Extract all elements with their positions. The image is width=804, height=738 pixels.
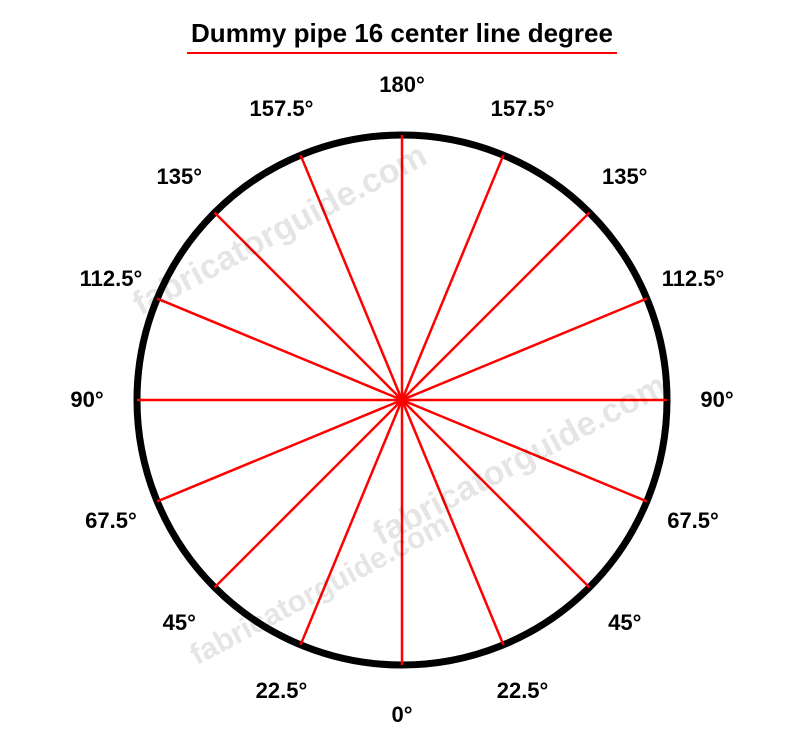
degree-label: 112.5°	[80, 266, 143, 292]
degree-label: 112.5°	[662, 266, 725, 292]
pipe-degree-diagram	[0, 0, 804, 738]
degree-label: 157.5°	[250, 96, 314, 122]
degree-label: 45°	[163, 610, 196, 636]
degree-label: 135°	[602, 164, 648, 190]
degree-label: 90°	[70, 387, 103, 413]
degree-label: 90°	[700, 387, 733, 413]
degree-label: 135°	[156, 164, 202, 190]
degree-label: 157.5°	[491, 96, 555, 122]
degree-label: 22.5°	[256, 678, 308, 704]
degree-label: 67.5°	[667, 508, 719, 534]
degree-label: 0°	[391, 702, 412, 728]
degree-label: 67.5°	[85, 508, 137, 534]
degree-label: 180°	[379, 72, 425, 98]
degree-label: 45°	[608, 610, 641, 636]
degree-label: 22.5°	[497, 678, 549, 704]
